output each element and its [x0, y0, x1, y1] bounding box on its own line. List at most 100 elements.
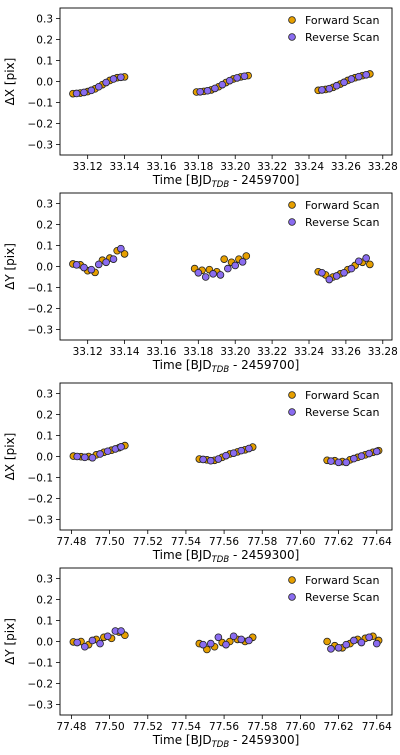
- legend-label: Forward Scan: [305, 389, 380, 402]
- data-point: [223, 641, 230, 648]
- x-tick-label: 77.48: [56, 536, 86, 548]
- x-tick-label: 77.60: [285, 721, 315, 733]
- data-point: [207, 457, 214, 464]
- y-tick-label: 0.3: [36, 388, 53, 400]
- data-point: [88, 266, 95, 273]
- data-point: [104, 633, 111, 640]
- data-point: [363, 255, 370, 262]
- x-axis-label-suffix: - 2459300]: [229, 733, 299, 747]
- x-axis-label: Time [BJDTDB - 2459300]: [152, 733, 300, 750]
- x-tick-label: 77.58: [247, 721, 277, 733]
- y-tick-label: −0.1: [28, 472, 54, 484]
- data-point: [341, 269, 348, 276]
- legend: Forward Scan Reverse Scan: [289, 199, 380, 229]
- y-tick-label: −0.2: [28, 493, 54, 505]
- data-point: [341, 79, 348, 86]
- data-point: [74, 639, 81, 646]
- data-point: [335, 459, 342, 466]
- chart-panel-2: −0.3−0.2−0.10.00.10.20.333.12 33.14 33.16 3…: [3, 193, 398, 375]
- y-axis-label: ΔX [pix]: [3, 58, 17, 106]
- legend-label: Reverse Scan: [305, 31, 379, 44]
- data-point: [239, 258, 246, 265]
- x-axis-label: Time [BJDTDB - 2459300]: [152, 548, 300, 565]
- data-point: [348, 76, 355, 83]
- legend-label: Reverse Scan: [305, 406, 379, 419]
- data-point: [326, 85, 333, 92]
- x-tick-label: 33.18: [183, 346, 213, 358]
- x-tick-label: 33.24: [294, 346, 324, 358]
- x-axis-label-main: Time [BJD: [152, 173, 212, 187]
- data-point: [202, 274, 209, 281]
- x-tick-label: 33.28: [368, 346, 398, 358]
- y-tick-label: 0.0: [36, 451, 53, 463]
- x-tick-label: 33.18: [183, 161, 213, 173]
- x-tick-label: 33.26: [331, 161, 361, 173]
- data-point: [238, 636, 245, 643]
- chart-panel-4: −0.3 −0.2 −0.1 0.0 0.1 0.2 0.3 77.48 77.50 77.52 7…: [3, 568, 392, 750]
- data-point: [104, 448, 111, 455]
- data-point: [230, 633, 237, 640]
- legend-marker: [289, 34, 296, 41]
- data-point: [223, 452, 230, 459]
- x-axis-label-main: Time [BJD: [152, 733, 212, 747]
- legend-label: Reverse Scan: [305, 216, 379, 229]
- data-point: [343, 641, 350, 648]
- data-point: [89, 637, 96, 644]
- data-point: [355, 73, 362, 80]
- x-tick-label: 33.16: [146, 346, 176, 358]
- y-axis-label: ΔY [pix]: [3, 243, 17, 290]
- x-tick-label: 33.14: [110, 346, 140, 358]
- x-tick-label: 77.64: [362, 721, 392, 733]
- data-point: [348, 265, 355, 272]
- data-point: [343, 459, 350, 466]
- data-point: [81, 454, 88, 461]
- legend-marker: [289, 577, 296, 584]
- data-point: [366, 261, 373, 268]
- x-tick-label: 77.64: [362, 536, 392, 548]
- data-point: [221, 256, 228, 263]
- data-point: [328, 458, 335, 465]
- x-axis-label-subscript: TDB: [212, 555, 230, 565]
- data-point: [88, 87, 95, 94]
- data-point: [224, 265, 231, 272]
- data-point: [97, 640, 104, 647]
- chart-panel-1: −0.3 −0.2 −0.1 0.0 0.1 0.2 0.3 33.12 33.14 33.16 3…: [3, 8, 398, 190]
- legend-marker: [289, 409, 296, 416]
- data-point: [245, 637, 252, 644]
- x-tick-label: 33.14: [110, 161, 140, 173]
- x-tick-label: 77.62: [324, 721, 354, 733]
- data-point: [117, 74, 124, 81]
- x-tick-label: 33.24: [294, 161, 324, 173]
- data-point: [195, 269, 202, 276]
- legend-label: Forward Scan: [305, 14, 380, 27]
- series-reverse-scan: [74, 443, 380, 465]
- data-point: [373, 640, 380, 647]
- x-axis-label-subscript: TDB: [212, 740, 230, 750]
- y-tick-label: −0.2: [28, 303, 54, 315]
- legend-marker: [289, 594, 296, 601]
- data-point: [230, 450, 237, 457]
- x-tick-label: 77.52: [133, 536, 163, 548]
- data-point: [200, 456, 207, 463]
- data-point: [89, 454, 96, 461]
- x-tick-label: 33.16: [146, 161, 176, 173]
- data-point: [210, 270, 217, 277]
- data-point: [335, 644, 342, 651]
- data-point: [358, 639, 365, 646]
- y-tick-label: 0.2: [36, 219, 53, 231]
- data-point: [73, 90, 80, 97]
- legend-marker: [289, 219, 296, 226]
- x-tick-label: 77.62: [324, 536, 354, 548]
- data-point: [217, 272, 224, 279]
- x-tick-label: 33.20: [220, 161, 250, 173]
- data-point: [103, 259, 110, 266]
- legend: Forward Scan Reverse Scan: [289, 14, 380, 44]
- data-point: [366, 634, 373, 641]
- x-tick-label: 77.52: [133, 721, 163, 733]
- data-point: [324, 638, 331, 645]
- x-axis-label: Time [BJDTDB - 2459700]: [152, 173, 300, 190]
- y-axis-label: ΔX [pix]: [3, 433, 17, 481]
- data-point: [234, 75, 241, 82]
- data-point: [219, 81, 226, 88]
- data-point: [350, 455, 357, 462]
